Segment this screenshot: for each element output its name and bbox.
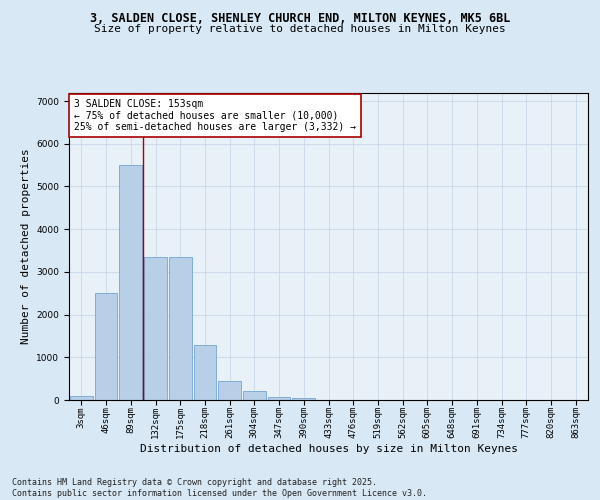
X-axis label: Distribution of detached houses by size in Milton Keynes: Distribution of detached houses by size … <box>139 444 517 454</box>
Bar <box>95 293 118 400</box>
Bar <box>243 392 266 400</box>
Text: 3, SALDEN CLOSE, SHENLEY CHURCH END, MILTON KEYNES, MK5 6BL: 3, SALDEN CLOSE, SHENLEY CHURCH END, MIL… <box>90 12 510 26</box>
Text: 3 SALDEN CLOSE: 153sqm
← 75% of detached houses are smaller (10,000)
25% of semi: 3 SALDEN CLOSE: 153sqm ← 75% of detached… <box>74 98 356 132</box>
Bar <box>268 396 290 400</box>
Bar <box>144 257 167 400</box>
Y-axis label: Number of detached properties: Number of detached properties <box>21 148 31 344</box>
Bar <box>119 165 142 400</box>
Bar <box>194 346 216 400</box>
Text: Size of property relative to detached houses in Milton Keynes: Size of property relative to detached ho… <box>94 24 506 34</box>
Bar <box>292 398 315 400</box>
Bar <box>70 396 93 400</box>
Bar <box>169 257 191 400</box>
Text: Contains HM Land Registry data © Crown copyright and database right 2025.
Contai: Contains HM Land Registry data © Crown c… <box>12 478 427 498</box>
Bar <box>218 381 241 400</box>
